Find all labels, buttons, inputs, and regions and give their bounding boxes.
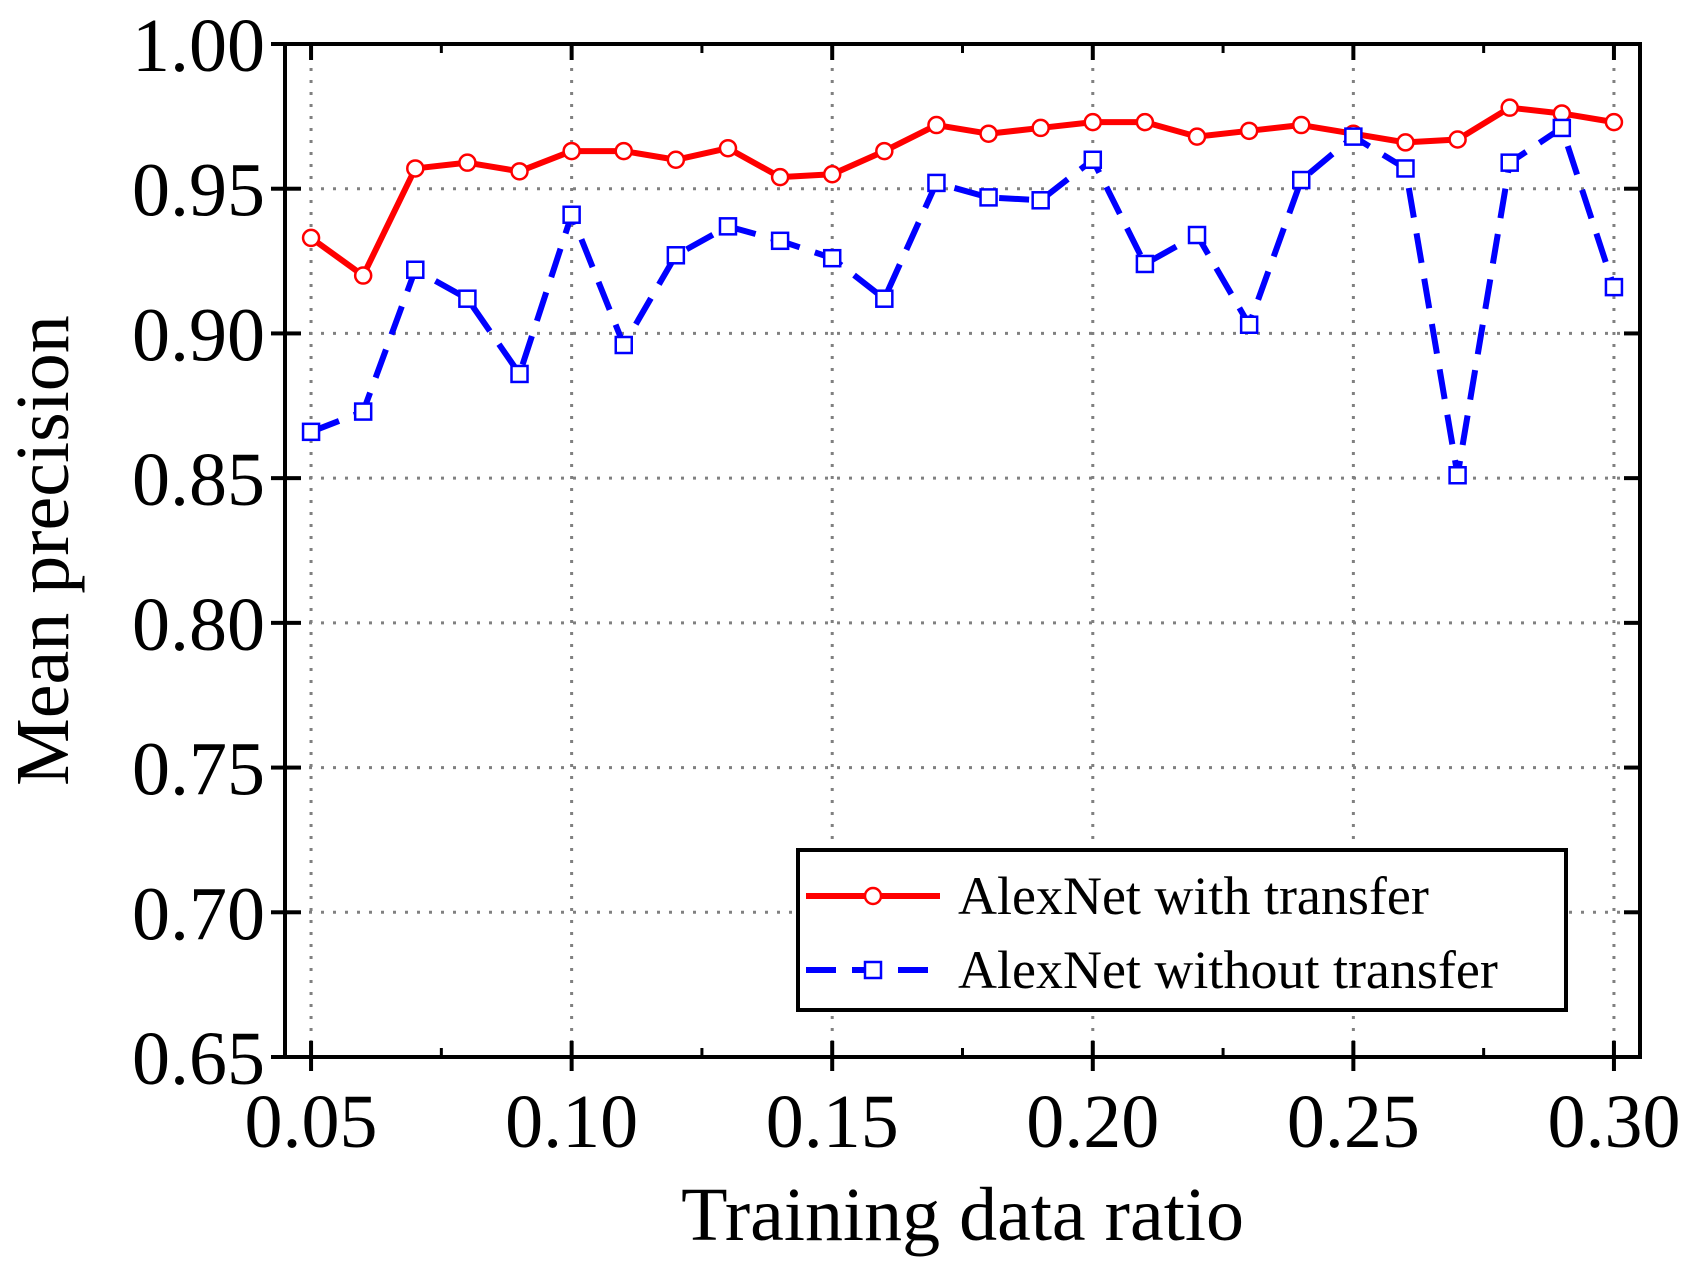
data-point	[1448, 130, 1467, 149]
data-point	[1187, 127, 1207, 146]
data-point	[1292, 115, 1311, 135]
data-point	[1083, 150, 1103, 170]
data-point	[822, 248, 842, 268]
ticks: 0.65 0.70 0.75 0.80 0.85 0.90 0.95 1.00 0.05 0.10…	[132, 4, 1680, 1164]
data-point	[614, 141, 633, 161]
data-point	[1135, 112, 1155, 132]
data-point	[927, 173, 946, 193]
x-tick-label: 0.15	[766, 1080, 899, 1164]
x-tick-label: 0.25	[1287, 1080, 1420, 1164]
y-tick-label: 0.80	[132, 583, 265, 667]
y-axis-title: Mean precision	[1, 315, 85, 786]
data-point	[1604, 112, 1624, 132]
data-point	[666, 150, 686, 170]
data-point	[458, 153, 477, 172]
x-tick-label: 0.10	[505, 1080, 638, 1164]
y-tick-label: 0.65	[132, 1017, 265, 1101]
data-point	[1396, 133, 1415, 152]
data-point	[1083, 112, 1103, 132]
data-point	[770, 167, 790, 187]
data-point	[562, 141, 581, 161]
data-point	[770, 231, 790, 251]
data-point	[1031, 191, 1050, 210]
data-point	[1292, 170, 1311, 190]
x-axis-title: Training data ratio	[681, 1173, 1244, 1257]
data-point	[1031, 118, 1050, 138]
data-point	[510, 364, 529, 384]
y-tick-label: 0.85	[132, 438, 265, 522]
data-point	[1135, 254, 1155, 274]
legend-label: AlexNet without transfer	[958, 940, 1498, 1000]
data-point	[979, 188, 998, 207]
data-point	[875, 141, 894, 161]
y-tick-label: 0.90	[132, 293, 265, 377]
data-point	[614, 335, 633, 355]
x-tick-label: 0.20	[1026, 1080, 1159, 1164]
legend-box	[796, 848, 1568, 1012]
y-tick-label: 0.70	[132, 872, 265, 956]
data-point	[1448, 465, 1467, 485]
data-point	[822, 164, 842, 184]
data-point	[718, 217, 738, 236]
data-point	[1344, 127, 1363, 146]
data-point	[1239, 315, 1259, 334]
series-layer	[301, 98, 1624, 485]
legend-marker	[863, 886, 883, 906]
data-point	[979, 124, 998, 143]
data-point	[406, 260, 425, 280]
data-point	[301, 228, 321, 248]
legend-label: AlexNet with transfer	[958, 866, 1429, 926]
x-tick-label: 0.30	[1547, 1080, 1680, 1164]
data-point	[927, 115, 946, 135]
x-tick-label: 0.05	[245, 1080, 378, 1164]
data-point	[666, 246, 686, 265]
data-point	[458, 289, 477, 308]
y-tick-label: 1.00	[132, 4, 265, 88]
data-point	[406, 159, 425, 178]
data-point	[1552, 118, 1572, 138]
data-point	[1604, 277, 1624, 297]
data-point	[301, 422, 321, 442]
data-point	[353, 402, 373, 421]
data-point	[875, 289, 894, 308]
legend: AlexNet with transfer AlexNet without tra…	[796, 848, 1568, 1012]
data-point	[353, 266, 373, 285]
data-point	[1500, 98, 1519, 117]
legend-marker	[863, 960, 883, 980]
data-point	[1396, 159, 1415, 178]
data-point	[1500, 153, 1519, 172]
y-tick-label: 0.75	[132, 728, 265, 812]
data-point	[1187, 225, 1207, 245]
data-point	[1239, 121, 1259, 141]
data-point	[510, 162, 529, 181]
data-point	[562, 205, 581, 225]
data-point	[718, 138, 738, 158]
y-tick-label: 0.95	[132, 149, 265, 233]
